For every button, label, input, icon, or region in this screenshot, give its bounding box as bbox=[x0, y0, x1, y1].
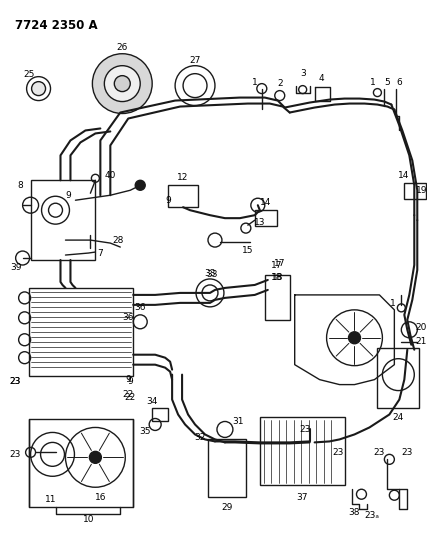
Text: 13: 13 bbox=[254, 217, 265, 227]
Text: 23: 23 bbox=[374, 448, 385, 457]
Text: 23: 23 bbox=[299, 425, 310, 434]
Circle shape bbox=[104, 66, 140, 102]
Text: 23: 23 bbox=[9, 450, 21, 459]
Text: 35: 35 bbox=[140, 427, 151, 436]
Text: 21: 21 bbox=[416, 337, 427, 346]
Text: 23: 23 bbox=[401, 448, 413, 457]
Text: 31: 31 bbox=[232, 417, 244, 426]
Text: 37: 37 bbox=[296, 492, 307, 502]
Text: 33: 33 bbox=[204, 270, 216, 278]
Text: 23: 23 bbox=[332, 448, 343, 457]
Text: 34: 34 bbox=[146, 397, 158, 406]
Bar bbox=[29, 419, 133, 507]
Circle shape bbox=[348, 332, 360, 344]
Text: 9: 9 bbox=[125, 375, 131, 384]
Text: 17: 17 bbox=[274, 259, 285, 268]
Text: 10: 10 bbox=[83, 515, 94, 523]
Bar bbox=[208, 439, 246, 497]
Text: 11: 11 bbox=[45, 495, 56, 504]
Text: 28: 28 bbox=[113, 236, 124, 245]
Text: 5: 5 bbox=[384, 78, 390, 87]
Text: 23ₐ: 23ₐ bbox=[364, 511, 379, 520]
Bar bbox=[168, 185, 198, 207]
Text: 23: 23 bbox=[9, 377, 21, 386]
Text: 7: 7 bbox=[98, 248, 103, 257]
Text: 2: 2 bbox=[277, 79, 282, 88]
Text: 18: 18 bbox=[272, 273, 283, 282]
Text: 12: 12 bbox=[177, 173, 189, 182]
Bar bbox=[377, 348, 419, 408]
Bar bbox=[265, 275, 290, 320]
Text: 9: 9 bbox=[128, 377, 133, 386]
Text: 27: 27 bbox=[189, 56, 201, 65]
Text: 38: 38 bbox=[349, 507, 360, 516]
Text: 1: 1 bbox=[369, 78, 375, 87]
Bar bbox=[29, 288, 133, 376]
Text: 19: 19 bbox=[416, 186, 427, 195]
Text: 22: 22 bbox=[125, 393, 136, 402]
Text: 3: 3 bbox=[300, 69, 306, 78]
Bar bbox=[152, 408, 168, 422]
Text: 25: 25 bbox=[23, 70, 34, 79]
Circle shape bbox=[89, 451, 101, 463]
Text: 14: 14 bbox=[398, 171, 409, 180]
Text: 14: 14 bbox=[260, 198, 271, 207]
Bar bbox=[404, 183, 426, 199]
Text: 26: 26 bbox=[116, 43, 128, 52]
Text: 17: 17 bbox=[271, 261, 282, 270]
Circle shape bbox=[92, 54, 152, 114]
Text: 6: 6 bbox=[396, 78, 402, 87]
Text: 15: 15 bbox=[242, 246, 254, 255]
Text: 9: 9 bbox=[165, 196, 171, 205]
Bar bbox=[260, 417, 345, 485]
Text: 8: 8 bbox=[18, 181, 24, 190]
Text: 7724 2350 A: 7724 2350 A bbox=[15, 19, 97, 32]
Text: 24: 24 bbox=[393, 413, 404, 422]
Text: 22: 22 bbox=[123, 390, 134, 399]
Text: 29: 29 bbox=[221, 503, 232, 512]
Text: 1: 1 bbox=[389, 300, 395, 309]
Text: 20: 20 bbox=[416, 324, 427, 332]
Text: 4: 4 bbox=[319, 74, 324, 83]
Text: 16: 16 bbox=[95, 492, 106, 502]
Text: 39: 39 bbox=[10, 263, 21, 272]
Bar bbox=[30, 180, 95, 260]
Text: 23: 23 bbox=[9, 377, 21, 386]
Text: 9: 9 bbox=[65, 191, 71, 200]
Text: 36: 36 bbox=[134, 303, 146, 312]
Circle shape bbox=[114, 76, 130, 92]
Text: 33: 33 bbox=[206, 270, 218, 279]
Text: 1: 1 bbox=[252, 78, 258, 87]
Text: 36: 36 bbox=[122, 313, 134, 322]
Text: 40: 40 bbox=[104, 171, 116, 180]
Text: 18: 18 bbox=[271, 273, 282, 282]
Circle shape bbox=[135, 180, 145, 190]
Bar bbox=[255, 210, 277, 226]
Circle shape bbox=[32, 82, 45, 95]
Text: 32: 32 bbox=[194, 433, 206, 442]
